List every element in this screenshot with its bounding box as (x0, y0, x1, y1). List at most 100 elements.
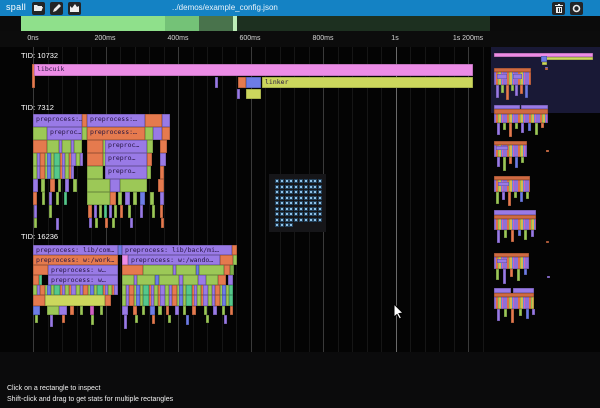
flame-rect[interactable] (161, 218, 164, 228)
flame-rect[interactable] (50, 179, 55, 192)
flame-rect[interactable] (129, 295, 134, 306)
flame-rect[interactable] (89, 218, 92, 228)
flame-rect[interactable] (206, 315, 209, 323)
flame-rect[interactable] (35, 315, 38, 323)
flame-rect[interactable] (229, 285, 233, 295)
flame-rect[interactable]: preproc… (105, 140, 147, 153)
flame-rect[interactable] (69, 166, 72, 179)
flame-rect[interactable] (201, 295, 204, 306)
trash-button[interactable] (552, 1, 565, 15)
flame-rect[interactable]: preproc… (47, 127, 82, 140)
flame-rect[interactable] (118, 192, 122, 205)
flame-rect[interactable] (59, 140, 62, 153)
flame-rect[interactable] (168, 315, 171, 323)
flame-rect[interactable]: preprocess: lib/back/mi… (122, 245, 232, 255)
flame-rect[interactable] (54, 153, 60, 166)
flame-rect[interactable] (145, 127, 153, 140)
flame-rect[interactable] (166, 306, 169, 315)
flame-rect[interactable] (140, 295, 143, 306)
flame-rect[interactable] (74, 140, 82, 153)
flame-rect[interactable]: prepro… (105, 153, 147, 166)
flame-rect[interactable] (83, 285, 88, 295)
flame-rect[interactable] (230, 265, 234, 275)
flame-rect[interactable] (226, 285, 229, 295)
flame-rect[interactable] (177, 295, 180, 306)
flame-rect[interactable] (51, 166, 54, 179)
flame-rect[interactable] (51, 153, 54, 166)
flame-rect[interactable] (137, 275, 155, 285)
flame-rect[interactable] (60, 153, 63, 166)
flame-rect[interactable] (232, 245, 237, 255)
flame-rect[interactable] (151, 295, 154, 306)
flame-rect[interactable]: preprocess: w… (48, 265, 118, 275)
flame-rect[interactable] (94, 205, 97, 218)
flame-rect[interactable] (51, 285, 54, 295)
flame-rect[interactable] (198, 275, 206, 285)
flame-rect[interactable] (122, 275, 134, 285)
flame-rect[interactable] (109, 205, 112, 218)
flame-rect[interactable] (159, 275, 179, 285)
flame-rect[interactable] (47, 140, 59, 153)
flame-rect[interactable] (197, 285, 201, 295)
flame-rect[interactable] (160, 295, 165, 306)
flame-rect[interactable] (73, 179, 77, 192)
flame-rect[interactable] (140, 205, 143, 218)
flame-rect[interactable] (87, 192, 110, 205)
flame-rect[interactable] (143, 285, 149, 295)
flame-rect[interactable] (160, 153, 166, 166)
flame-rect[interactable] (105, 295, 111, 306)
flame-rect[interactable] (150, 306, 155, 315)
flame-rect[interactable] (95, 218, 98, 228)
flame-rect[interactable] (90, 306, 94, 315)
flame-rect[interactable] (149, 295, 152, 306)
flame-rect[interactable] (172, 295, 177, 306)
flame-rect[interactable] (65, 285, 69, 295)
flame-rect[interactable] (125, 192, 130, 205)
flame-rect[interactable] (97, 285, 103, 295)
flame-rect[interactable] (88, 285, 91, 295)
flame-rect[interactable]: linker (262, 77, 473, 88)
flame-rect[interactable] (54, 285, 60, 295)
flame-rect[interactable] (118, 245, 122, 255)
flame-rect[interactable] (49, 192, 52, 205)
flame-rect[interactable] (80, 285, 83, 295)
flame-rect[interactable] (32, 64, 35, 88)
flame-rect[interactable] (172, 285, 177, 295)
flame-rect[interactable] (153, 127, 162, 140)
flame-rect[interactable] (76, 153, 80, 166)
flame-rect[interactable] (70, 306, 74, 315)
flame-rect[interactable] (33, 192, 37, 205)
flame-rect[interactable] (114, 285, 118, 295)
flame-rect[interactable]: preprocess:… (33, 114, 82, 127)
flame-rect[interactable] (152, 205, 155, 218)
flame-rect[interactable] (100, 306, 103, 315)
flame-rect[interactable] (203, 295, 208, 306)
flame-rect[interactable] (69, 285, 72, 295)
flame-rect[interactable] (186, 295, 192, 306)
flame-rect[interactable] (140, 285, 143, 295)
flame-rect[interactable] (212, 295, 215, 306)
flame-rect[interactable] (177, 285, 180, 295)
flame-rect[interactable] (65, 166, 69, 179)
flame-rect[interactable] (201, 285, 204, 295)
flame-rect[interactable] (176, 265, 196, 275)
flame-rect[interactable] (62, 315, 65, 323)
flame-rect[interactable] (69, 153, 72, 166)
flame-rect[interactable] (60, 166, 63, 179)
flame-rect[interactable] (158, 295, 161, 306)
flame-rect[interactable] (71, 140, 74, 153)
flame-rect[interactable] (133, 192, 137, 205)
flame-rect[interactable]: preprocess: lib/com… (33, 245, 118, 255)
flame-rect[interactable] (54, 166, 60, 179)
flame-rect[interactable] (160, 140, 167, 153)
flame-rect[interactable] (158, 306, 162, 315)
flame-rect[interactable] (206, 275, 218, 285)
flame-rect[interactable] (128, 205, 131, 218)
flame-rect[interactable] (230, 306, 233, 315)
flame-rect[interactable] (122, 295, 126, 306)
flame-rect[interactable] (49, 205, 52, 218)
flame-rect[interactable] (142, 306, 145, 315)
flame-rect[interactable] (229, 295, 233, 306)
flame-rect[interactable] (105, 218, 108, 228)
flame-rect[interactable] (80, 306, 83, 315)
